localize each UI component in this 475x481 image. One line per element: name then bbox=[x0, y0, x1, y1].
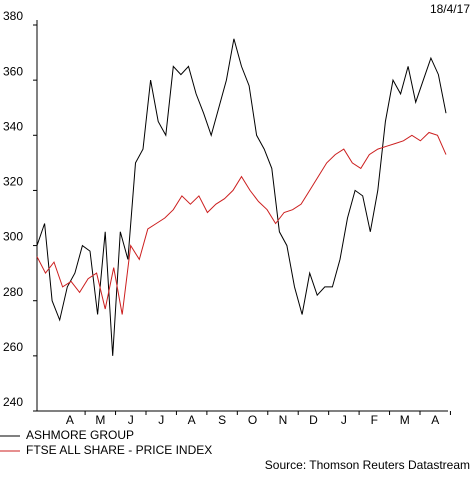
x-tick-label: O bbox=[248, 413, 257, 427]
x-tick-label: D bbox=[309, 413, 318, 427]
x-tick-label: J bbox=[158, 413, 164, 427]
legend-label: ASHMORE GROUP bbox=[26, 428, 134, 442]
x-tick-label: A bbox=[431, 413, 439, 427]
x-tick-label: N bbox=[279, 413, 288, 427]
x-tick-label: M bbox=[95, 413, 105, 427]
y-tick-label: 340 bbox=[3, 119, 23, 133]
legend-label: FTSE ALL SHARE - PRICE INDEX bbox=[26, 443, 212, 457]
date-label: 18/4/17 bbox=[430, 2, 470, 16]
y-tick-label: 360 bbox=[3, 64, 23, 78]
y-tick-label: 320 bbox=[3, 175, 23, 189]
y-tick-label: 240 bbox=[3, 395, 23, 409]
x-tick-label: A bbox=[66, 413, 74, 427]
x-tick-label: J bbox=[128, 413, 134, 427]
x-tick-label: J bbox=[341, 413, 347, 427]
series-line bbox=[36, 131, 447, 315]
y-tick-label: 280 bbox=[3, 285, 23, 299]
x-tick-label: S bbox=[218, 413, 226, 427]
x-tick-label: M bbox=[400, 413, 410, 427]
source: Source: Thomson Reuters Datastream bbox=[265, 458, 470, 472]
y-tick-label: 300 bbox=[3, 230, 23, 244]
x-tick-label: F bbox=[371, 413, 378, 427]
y-tick-label: 380 bbox=[3, 9, 23, 23]
x-tick-label: A bbox=[188, 413, 196, 427]
series-line bbox=[36, 38, 447, 356]
y-tick-label: 260 bbox=[3, 340, 23, 354]
